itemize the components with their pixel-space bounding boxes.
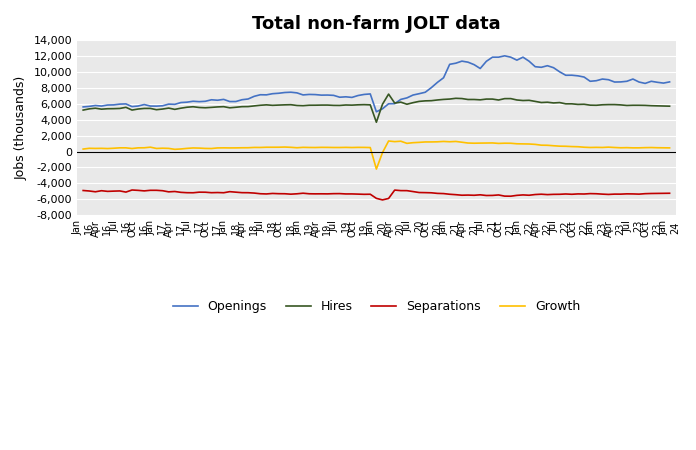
Line: Hires: Hires <box>83 94 670 122</box>
Separations <box>379 197 387 202</box>
Hires <box>122 104 130 110</box>
Openings <box>122 101 130 107</box>
Openings <box>665 79 674 85</box>
Growth <box>427 139 436 144</box>
Growth <box>122 145 130 151</box>
Growth <box>665 145 674 151</box>
Openings <box>79 104 87 110</box>
Hires <box>232 104 240 110</box>
Separations <box>79 188 87 193</box>
Openings <box>500 53 509 58</box>
Growth <box>79 146 87 152</box>
Growth <box>544 143 552 148</box>
Growth <box>232 145 240 151</box>
Line: Openings: Openings <box>83 56 670 112</box>
Hires <box>79 108 87 113</box>
Openings <box>379 106 387 112</box>
Hires <box>97 107 106 112</box>
Separations <box>665 190 674 196</box>
Hires <box>665 104 674 109</box>
Hires <box>379 102 387 107</box>
Separations <box>238 190 246 195</box>
Openings <box>421 90 429 95</box>
Separations <box>384 196 393 201</box>
Separations <box>97 188 106 194</box>
Growth <box>379 150 387 155</box>
Growth <box>372 166 381 172</box>
Openings <box>232 99 240 104</box>
Openings <box>97 104 106 109</box>
Separations <box>427 190 436 195</box>
Growth <box>97 146 106 151</box>
Line: Growth: Growth <box>83 141 670 169</box>
Hires <box>427 98 436 104</box>
Y-axis label: Jobs (thousands): Jobs (thousands) <box>15 76 28 180</box>
Separations <box>128 187 136 193</box>
Hires <box>372 120 381 125</box>
Separations <box>122 189 130 195</box>
Legend: Openings, Hires, Separations, Growth: Openings, Hires, Separations, Growth <box>168 295 585 318</box>
Openings <box>544 63 552 68</box>
Line: Separations: Separations <box>83 190 670 200</box>
Openings <box>372 109 381 114</box>
Hires <box>544 99 552 105</box>
Hires <box>384 91 393 97</box>
Title: Total non-farm JOLT data: Total non-farm JOLT data <box>252 15 500 33</box>
Growth <box>384 138 393 144</box>
Separations <box>544 192 552 197</box>
